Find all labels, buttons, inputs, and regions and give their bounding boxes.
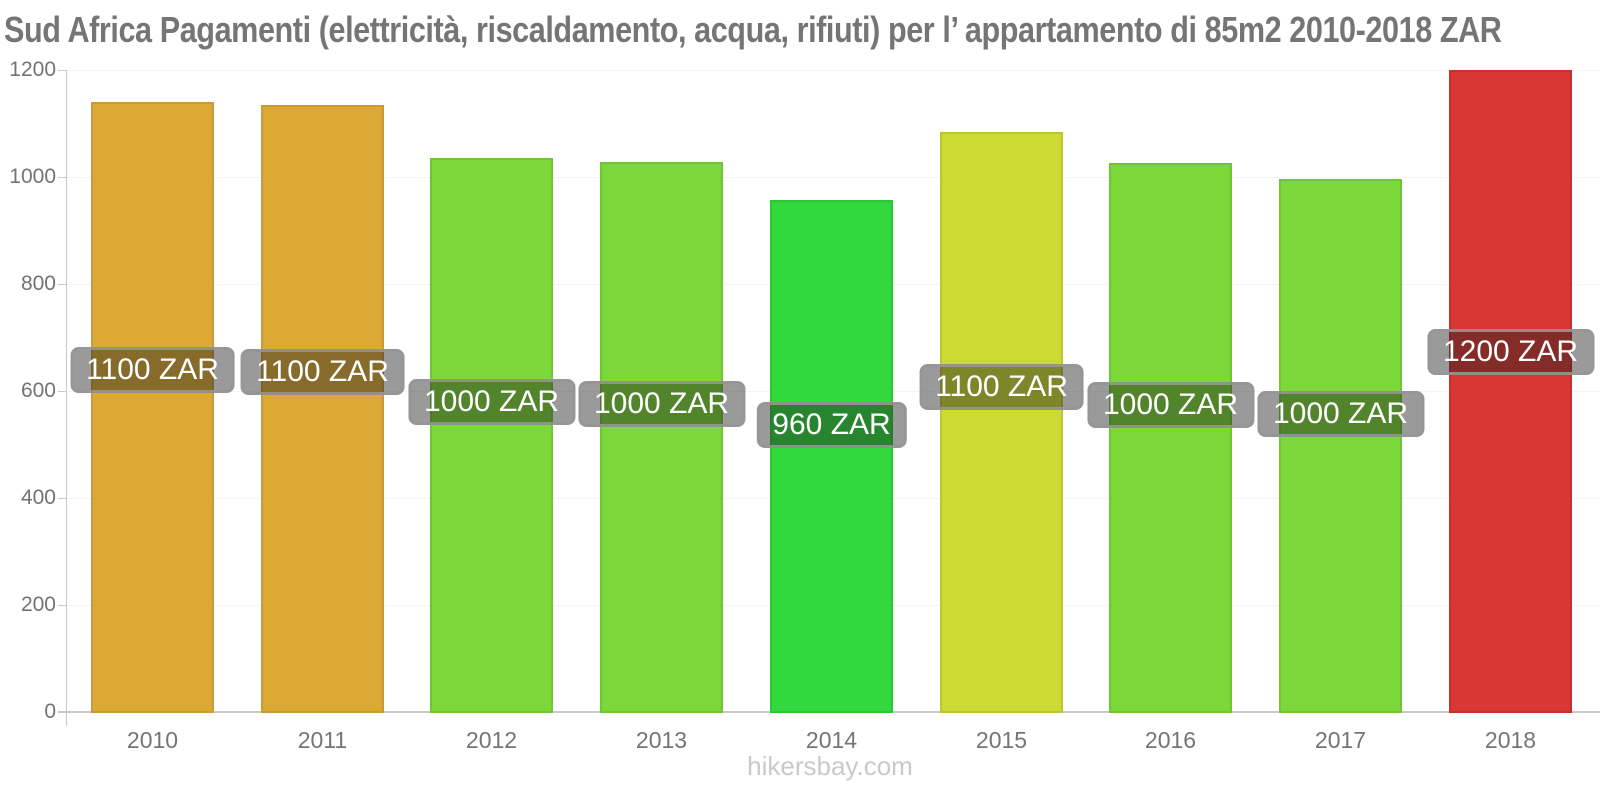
y-axis-label-600: 600 [20, 379, 56, 402]
bar-value-badge-2018: 1200 ZAR [1426, 329, 1595, 375]
y-axis-tick-1200 [58, 70, 66, 71]
y-axis-label-200: 200 [20, 593, 56, 616]
y-axis-label-800: 800 [20, 272, 56, 295]
x-axis-label-2010: 2010 [126, 727, 179, 753]
bar-value-badge-2016: 1000 ZAR [1086, 382, 1255, 428]
x-axis-label-2017: 2017 [1314, 727, 1367, 753]
bar-2018[interactable] [1449, 70, 1572, 713]
gridline-1000 [67, 177, 1600, 178]
x-axis-label-2018: 2018 [1484, 727, 1537, 753]
y-axis-tick-600 [58, 391, 66, 392]
y-axis-tick-400 [58, 498, 66, 499]
bar-2011[interactable] [261, 105, 384, 713]
y-axis-tick-800 [58, 284, 66, 285]
y-axis-label-0: 0 [44, 700, 56, 723]
x-axis-label-2011: 2011 [297, 727, 348, 753]
gridline-1200 [67, 70, 1600, 71]
watermark-hikersbay: hikersbay.com [747, 751, 913, 781]
bar-2017[interactable] [1279, 179, 1402, 713]
y-axis-label-1200: 1200 [9, 58, 56, 81]
x-axis-label-2013: 2013 [635, 727, 688, 753]
bar-2013[interactable] [600, 162, 723, 713]
chart-title: Sud Africa Pagamenti (elettricità, risca… [4, 9, 1502, 50]
bar-2010[interactable] [91, 102, 214, 713]
bar-2015[interactable] [940, 132, 1063, 713]
bar-value-badge-2010: 1100 ZAR [70, 347, 235, 393]
y-axis-tick-1000 [58, 177, 66, 178]
bar-value-badge-2015: 1100 ZAR [919, 364, 1084, 410]
bar-2012[interactable] [430, 158, 553, 713]
bar-value-badge-2012: 1000 ZAR [407, 379, 576, 425]
x-axis-label-2016: 2016 [1144, 727, 1197, 753]
bar-2016[interactable] [1109, 163, 1232, 713]
x-axis-label-2012: 2012 [465, 727, 518, 753]
x-axis-label-2014: 2014 [805, 727, 858, 753]
y-axis-label-400: 400 [20, 486, 56, 509]
y-axis-line [66, 70, 67, 726]
x-axis-label-2015: 2015 [975, 727, 1028, 753]
y-axis-label-1000: 1000 [9, 165, 56, 188]
y-axis-tick-200 [58, 605, 66, 606]
bar-value-badge-2017: 1000 ZAR [1256, 391, 1425, 437]
bar-2014[interactable] [770, 200, 893, 713]
bar-value-badge-2011: 1100 ZAR [240, 349, 405, 395]
bar-value-badge-2013: 1000 ZAR [577, 381, 746, 427]
bar-value-badge-2014: 960 ZAR [756, 402, 907, 448]
